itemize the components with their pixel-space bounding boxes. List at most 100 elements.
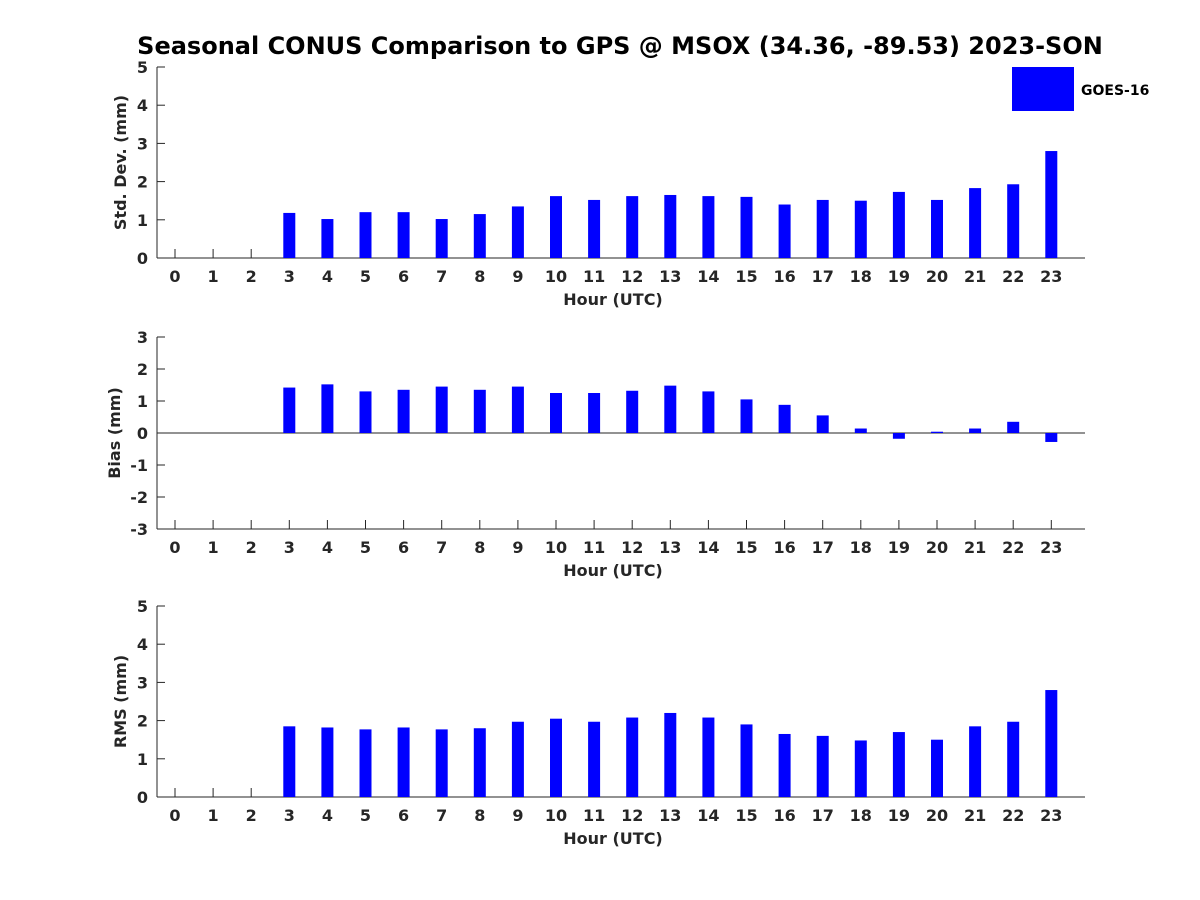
- x-tick-label: 3: [284, 538, 295, 557]
- bar: [283, 387, 296, 433]
- legend-swatch: [1012, 67, 1074, 111]
- bar: [1007, 184, 1020, 258]
- x-tick-label: 14: [697, 538, 719, 557]
- x-tick-label: 22: [1002, 538, 1024, 557]
- x-tick-label: 20: [926, 538, 948, 557]
- bar: [626, 717, 639, 797]
- y-tick-label: -2: [130, 488, 148, 507]
- x-tick-label: 8: [474, 267, 485, 286]
- x-tick-label: 19: [888, 267, 910, 286]
- x-tick-label: 1: [208, 267, 219, 286]
- y-tick-label: 1: [137, 211, 148, 230]
- bar: [740, 196, 753, 258]
- bar: [511, 206, 524, 258]
- x-tick-label: 17: [812, 538, 834, 557]
- x-tick-label: 6: [398, 806, 409, 825]
- y-tick-label: 1: [137, 750, 148, 769]
- y-axis-label: Bias (mm): [105, 387, 124, 479]
- bar: [892, 191, 905, 258]
- bar: [1045, 433, 1058, 442]
- bar: [702, 391, 715, 433]
- x-tick-label: 23: [1040, 267, 1062, 286]
- x-tick-label: 16: [773, 538, 795, 557]
- x-tick-label: 21: [964, 538, 986, 557]
- bar: [1045, 690, 1058, 797]
- x-tick-label: 14: [697, 806, 719, 825]
- y-tick-label: 5: [137, 58, 148, 77]
- bar: [321, 727, 334, 797]
- bar: [435, 219, 448, 258]
- bar: [321, 219, 334, 258]
- bar: [969, 428, 982, 433]
- x-tick-label: 12: [621, 538, 643, 557]
- bar: [473, 728, 486, 797]
- x-tick-label: 8: [474, 538, 485, 557]
- x-tick-label: 4: [322, 806, 333, 825]
- x-tick-label: 12: [621, 267, 643, 286]
- bar: [664, 194, 677, 258]
- x-tick-label: 19: [888, 806, 910, 825]
- x-tick-label: 11: [583, 806, 605, 825]
- bar: [626, 196, 639, 258]
- x-tick-label: 11: [583, 538, 605, 557]
- y-tick-label: 0: [137, 424, 148, 443]
- x-tick-label: 4: [322, 267, 333, 286]
- y-tick-label: -1: [130, 456, 148, 475]
- bar: [854, 740, 867, 797]
- bar: [740, 724, 753, 797]
- bar: [816, 735, 829, 797]
- x-tick-label: 6: [398, 267, 409, 286]
- x-tick-label: 2: [246, 267, 257, 286]
- bar: [931, 739, 943, 797]
- y-axis-label: RMS (mm): [111, 655, 130, 748]
- x-tick-label: 7: [436, 538, 447, 557]
- bar: [702, 196, 715, 258]
- bar: [397, 212, 410, 258]
- x-axis-label: Hour (UTC): [563, 829, 663, 848]
- bar: [702, 717, 715, 797]
- y-tick-label: 2: [137, 173, 148, 192]
- x-tick-label: 22: [1002, 267, 1024, 286]
- y-tick-label: 2: [137, 360, 148, 379]
- bar: [550, 196, 562, 258]
- x-tick-label: 16: [773, 267, 795, 286]
- bar: [969, 188, 982, 258]
- bar: [397, 727, 410, 797]
- x-tick-label: 12: [621, 806, 643, 825]
- x-tick-label: 18: [850, 538, 872, 557]
- bar: [435, 386, 448, 433]
- x-tick-label: 6: [398, 538, 409, 557]
- x-tick-label: 21: [964, 267, 986, 286]
- x-tick-label: 0: [169, 538, 180, 557]
- x-tick-label: 3: [284, 806, 295, 825]
- bar: [283, 726, 296, 797]
- bar: [778, 733, 791, 797]
- x-tick-label: 21: [964, 806, 986, 825]
- bar: [931, 431, 943, 433]
- bar: [892, 732, 905, 797]
- x-tick-label: 15: [735, 806, 757, 825]
- x-tick-label: 9: [512, 806, 523, 825]
- x-tick-label: 13: [659, 806, 681, 825]
- legend: GOES-16: [1012, 67, 1149, 111]
- x-tick-label: 18: [850, 267, 872, 286]
- x-tick-label: 15: [735, 267, 757, 286]
- x-tick-label: 10: [545, 267, 567, 286]
- x-tick-label: 1: [208, 806, 219, 825]
- x-tick-label: 20: [926, 267, 948, 286]
- bar: [816, 199, 829, 258]
- bar: [511, 721, 524, 797]
- x-tick-label: 17: [812, 806, 834, 825]
- x-tick-label: 7: [436, 806, 447, 825]
- bar: [1007, 721, 1020, 797]
- x-tick-label: 23: [1040, 806, 1062, 825]
- y-tick-label: 3: [137, 328, 148, 347]
- x-tick-label: 20: [926, 806, 948, 825]
- x-tick-label: 1: [208, 538, 219, 557]
- x-tick-label: 10: [545, 806, 567, 825]
- y-tick-label: 2: [137, 712, 148, 731]
- bar: [588, 393, 601, 433]
- bar: [588, 721, 601, 797]
